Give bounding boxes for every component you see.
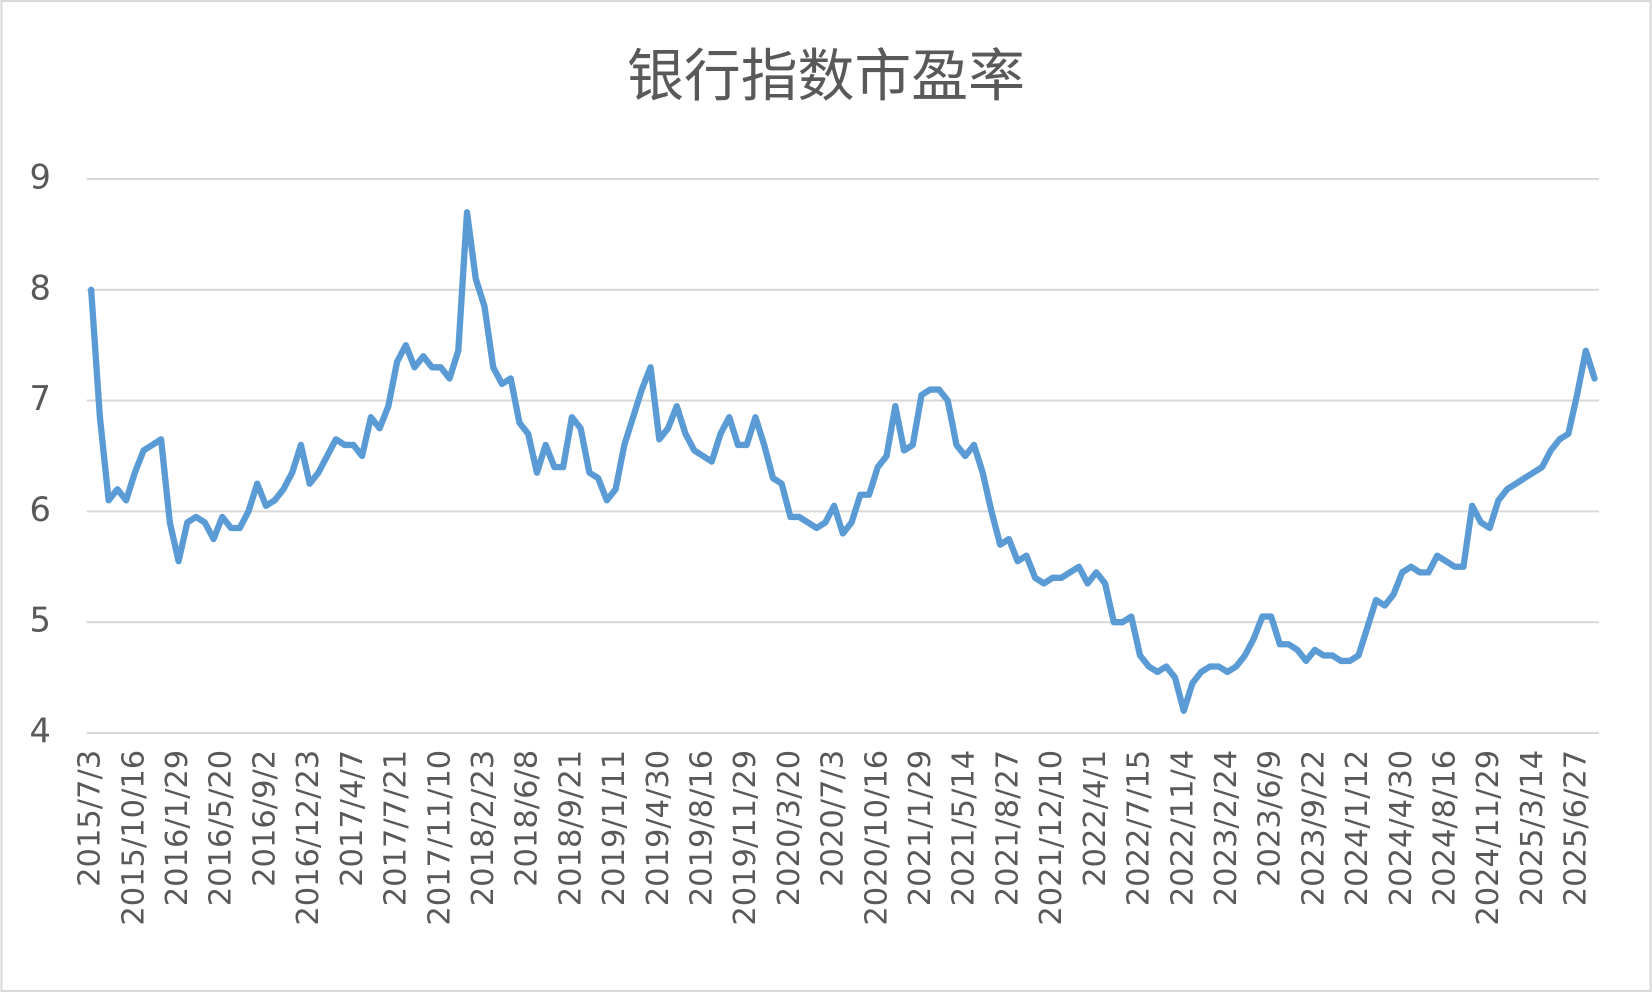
x-tick-label: 2015/10/16 xyxy=(116,750,151,926)
chart-title: 银行指数市盈率 xyxy=(627,44,1025,110)
x-tick-label: 2017/11/10 xyxy=(422,750,457,926)
x-tick-label: 2025/3/14 xyxy=(1515,750,1550,906)
x-tick-label: 2022/4/1 xyxy=(1078,750,1113,887)
x-tick-label: 2016/5/20 xyxy=(204,750,239,906)
x-tick-label: 2019/11/29 xyxy=(728,750,763,926)
x-tick-label: 2015/7/3 xyxy=(73,750,108,887)
y-tick-label: 4 xyxy=(29,711,50,750)
y-tick-label: 7 xyxy=(29,379,50,418)
x-tick-label: 2020/7/3 xyxy=(816,750,851,887)
x-tick-label: 2016/1/29 xyxy=(160,750,195,906)
y-tick-label: 5 xyxy=(29,601,50,640)
x-tick-label: 2016/9/2 xyxy=(247,750,282,887)
x-tick-label: 2017/4/7 xyxy=(335,750,370,887)
x-tick-label: 2019/1/11 xyxy=(597,750,632,906)
x-tick-label: 2020/10/16 xyxy=(859,750,894,926)
x-tick-label: 2022/11/4 xyxy=(1165,750,1200,906)
x-tick-label: 2021/5/14 xyxy=(947,750,982,906)
x-tick-label: 2019/8/16 xyxy=(684,750,719,906)
x-tick-label: 2018/2/23 xyxy=(466,750,501,906)
x-tick-label: 2024/1/12 xyxy=(1340,750,1375,906)
x-tick-label: 2024/11/29 xyxy=(1471,750,1506,926)
y-tick-label: 8 xyxy=(29,268,50,307)
x-tick-label: 2017/7/21 xyxy=(379,750,414,906)
x-tick-label: 2016/12/23 xyxy=(291,750,326,926)
data-line xyxy=(88,209,1598,714)
x-tick-label: 2023/6/9 xyxy=(1253,750,1288,887)
x-tick-label: 2018/9/21 xyxy=(553,750,588,906)
x-tick-label: 2022/7/15 xyxy=(1122,750,1157,906)
x-tick-label: 2018/6/8 xyxy=(510,750,545,887)
y-tick-label: 9 xyxy=(29,158,50,197)
x-tick-label: 2024/4/30 xyxy=(1384,750,1419,906)
x-tick-label: 2020/3/20 xyxy=(772,750,807,906)
x-tick-label: 2025/6/27 xyxy=(1559,750,1594,906)
x-tick-label: 2021/8/27 xyxy=(990,750,1025,906)
x-tick-label: 2021/1/29 xyxy=(903,750,938,906)
x-tick-label: 2019/4/30 xyxy=(641,750,676,906)
y-tick-label: 6 xyxy=(29,490,50,529)
x-tick-label: 2024/8/16 xyxy=(1427,750,1462,906)
x-tick-label: 2023/9/22 xyxy=(1296,750,1331,906)
x-tick-label: 2021/12/10 xyxy=(1034,750,1069,926)
x-tick-label: 2023/2/24 xyxy=(1209,750,1244,906)
